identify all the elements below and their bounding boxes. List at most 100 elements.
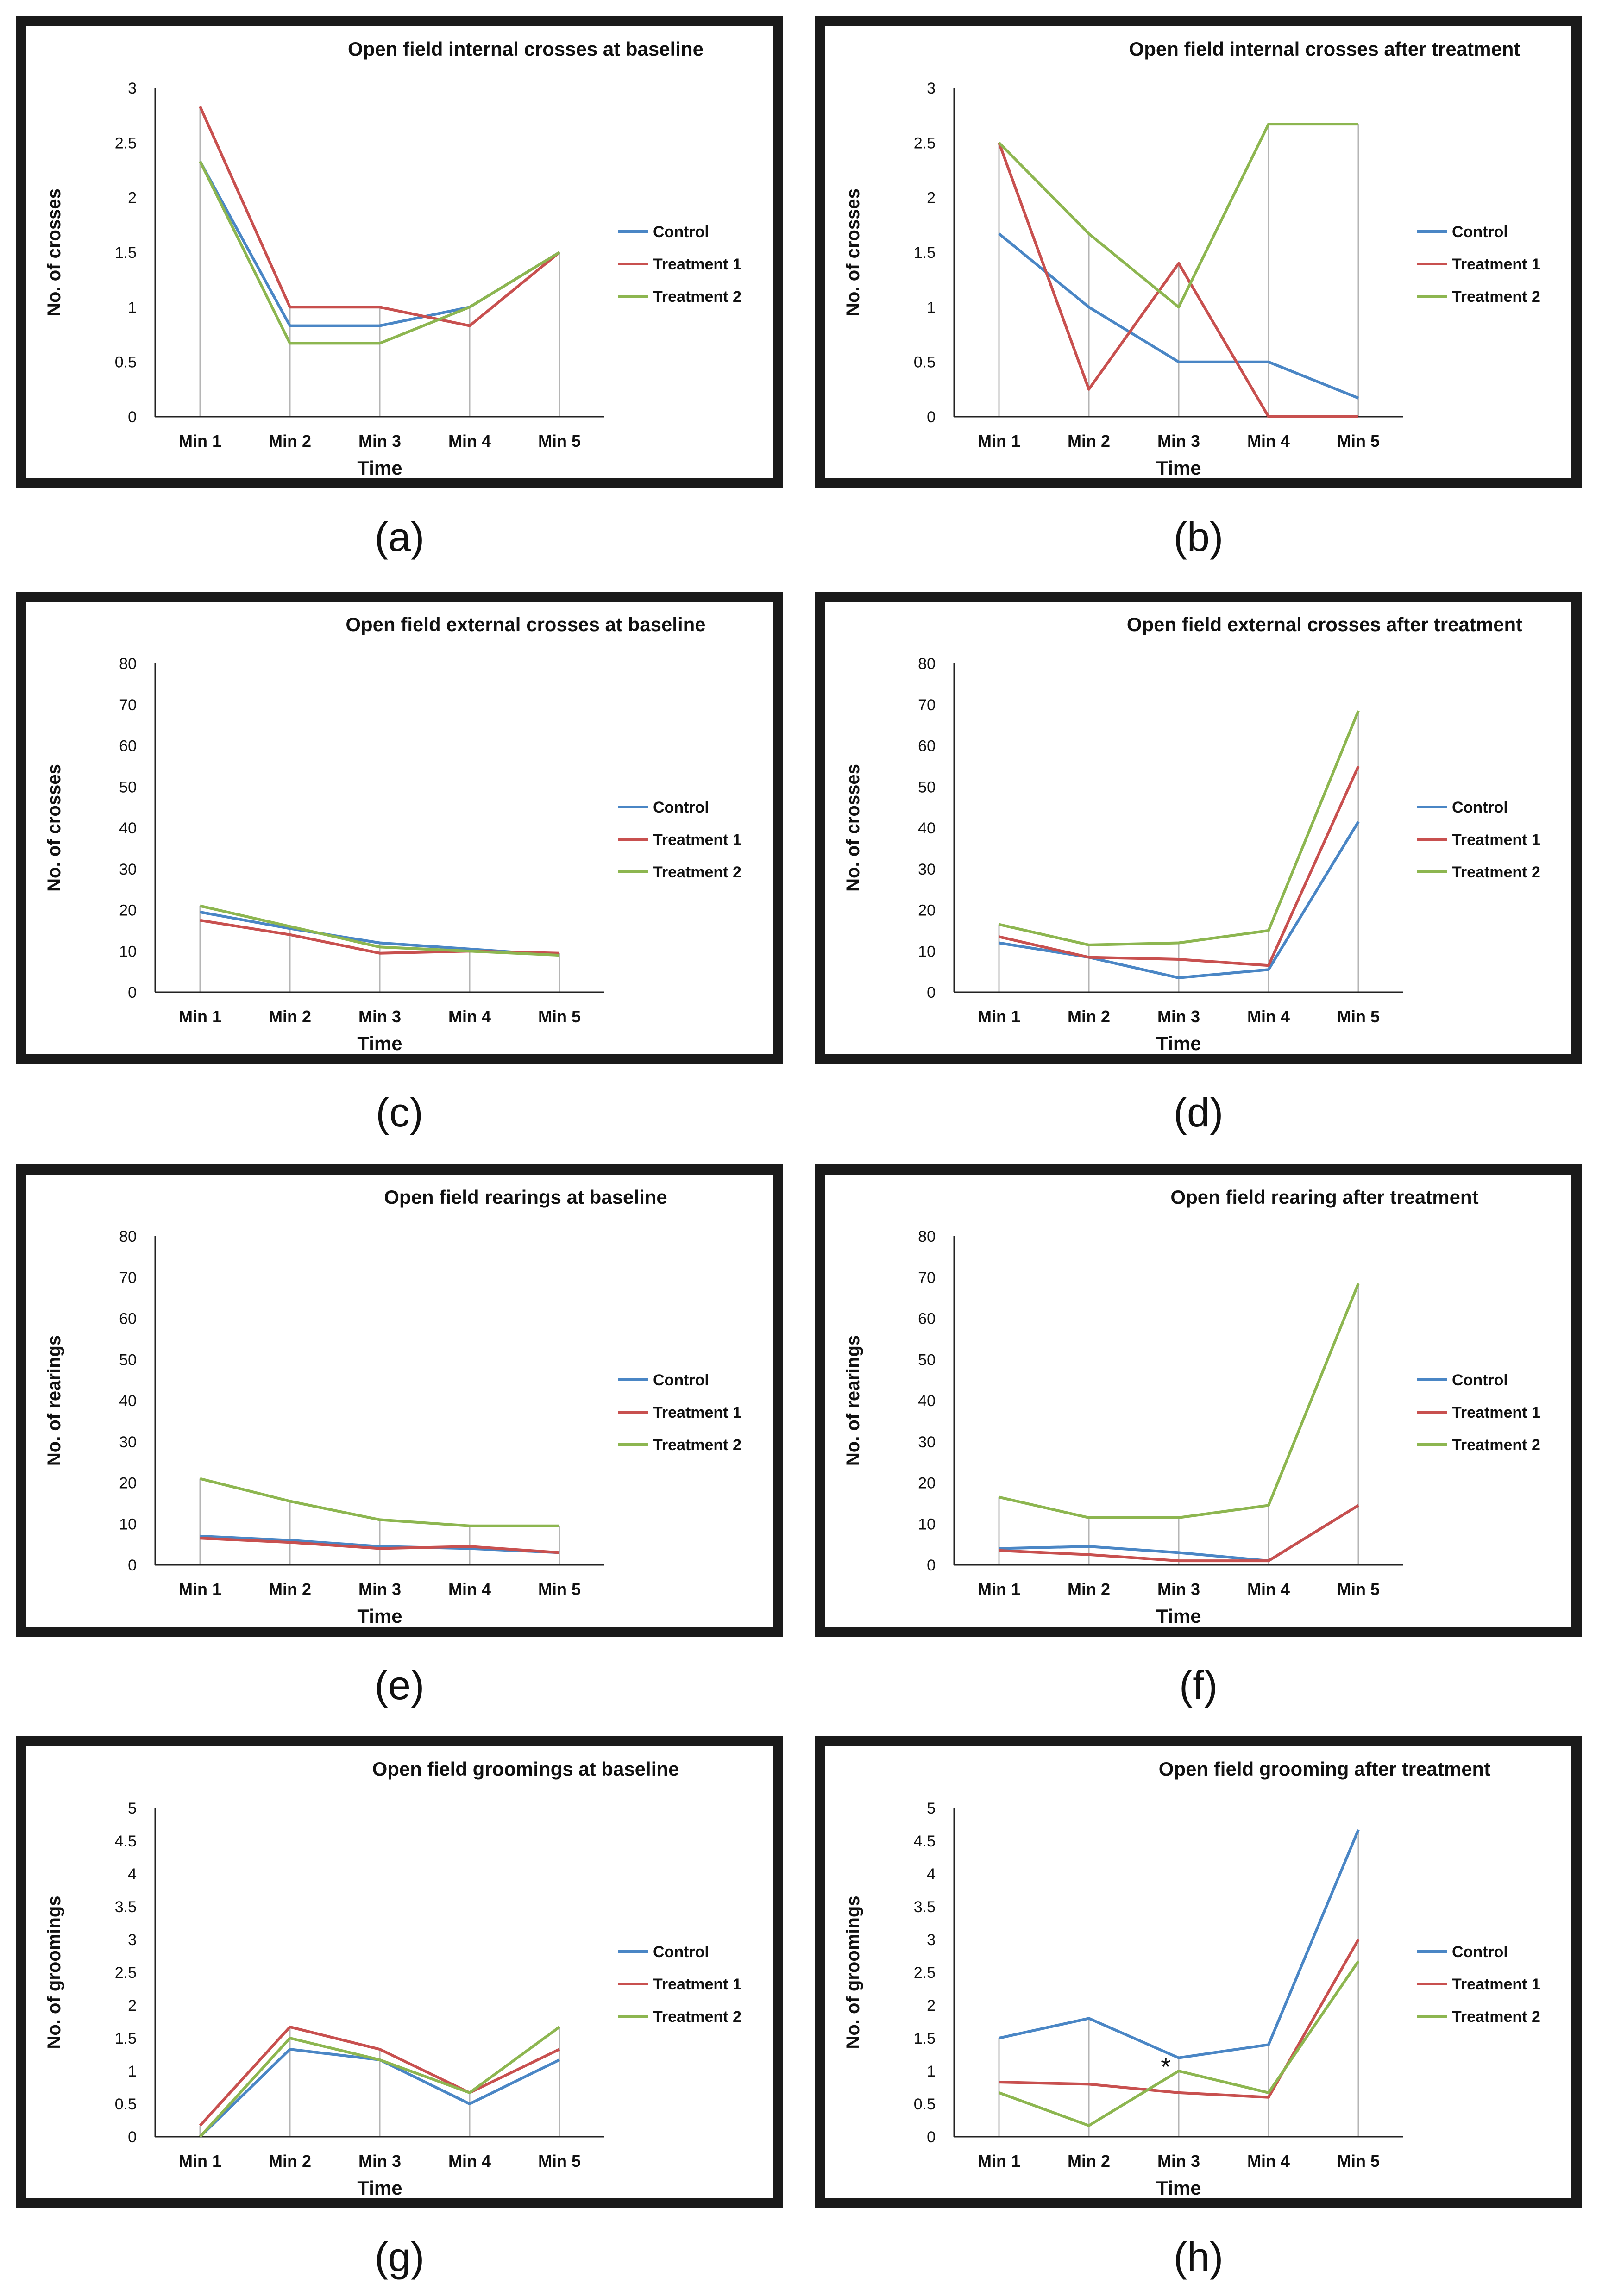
y-tick-label: 10 bbox=[119, 1515, 137, 1533]
series-line-treatment-1 bbox=[200, 1537, 560, 1554]
y-axis-label: No. of crosses bbox=[44, 764, 64, 892]
legend-label-treatment-2: Treatment 2 bbox=[653, 1436, 741, 1454]
y-tick-label: 3 bbox=[927, 80, 936, 97]
y-tick-label: 50 bbox=[119, 778, 137, 796]
y-tick-label: 3 bbox=[128, 80, 137, 97]
panel-frame bbox=[16, 592, 783, 1064]
x-tick-label: Min 2 bbox=[269, 2152, 311, 2171]
legend-label-treatment-1: Treatment 1 bbox=[653, 256, 741, 273]
y-tick-label: 0 bbox=[128, 1557, 137, 1574]
x-tick-label: Min 1 bbox=[179, 1007, 221, 1026]
y-tick-label: 1.5 bbox=[914, 2030, 936, 2047]
y-tick-label: 60 bbox=[918, 738, 936, 755]
panel-frame bbox=[815, 592, 1582, 1064]
chart-title: Open field internal crosses after treatm… bbox=[1129, 38, 1520, 60]
series-line-treatment-2 bbox=[998, 123, 1358, 309]
panel-frame bbox=[16, 1164, 783, 1637]
x-tick-label: Min 3 bbox=[1157, 432, 1200, 450]
panel-caption: (d) bbox=[1174, 1089, 1224, 1135]
y-tick-label: 3.5 bbox=[914, 1898, 936, 1916]
y-tick-label: 4 bbox=[128, 1865, 137, 1883]
y-tick-label: 0.5 bbox=[914, 2096, 936, 2113]
legend-label-treatment-2: Treatment 2 bbox=[1452, 1436, 1540, 1454]
series-line-treatment-1 bbox=[998, 142, 1358, 418]
y-tick-label: 0.5 bbox=[914, 354, 936, 371]
series-line-treatment-2 bbox=[199, 161, 560, 345]
legend-label-treatment-2: Treatment 2 bbox=[653, 2008, 741, 2026]
y-tick-label: 10 bbox=[918, 1515, 936, 1533]
chart-title: Open field external crosses after treatm… bbox=[1127, 613, 1522, 635]
legend-label-control: Control bbox=[1452, 799, 1508, 816]
y-tick-label: 3 bbox=[128, 1931, 137, 1949]
y-tick-label: 2 bbox=[128, 189, 137, 207]
x-tick-label: Min 5 bbox=[538, 1007, 581, 1026]
y-tick-label: 1 bbox=[927, 2063, 936, 2080]
x-tick-label: Min 2 bbox=[1068, 1580, 1110, 1599]
y-tick-label: 70 bbox=[119, 1269, 137, 1287]
y-tick-label: 0 bbox=[128, 984, 137, 1001]
legend-label-control: Control bbox=[1452, 223, 1508, 241]
y-tick-label: 30 bbox=[119, 1433, 137, 1451]
chart-panel-c: Open field external crosses at baseline 0… bbox=[16, 592, 783, 1064]
legend-label-treatment-2: Treatment 2 bbox=[1452, 288, 1540, 306]
x-tick-label: Min 3 bbox=[1157, 2152, 1200, 2171]
x-tick-label: Min 4 bbox=[448, 1580, 491, 1599]
y-axis-label: No. of crosses bbox=[44, 188, 64, 316]
legend-label-treatment-2: Treatment 2 bbox=[1452, 2008, 1540, 2026]
chart-panel-h: Open field grooming after treatment 0 0.5 1… bbox=[815, 1736, 1582, 2208]
y-tick-label: 3 bbox=[927, 1931, 936, 1949]
y-tick-label: 2.5 bbox=[914, 134, 936, 152]
y-tick-label: 30 bbox=[918, 1433, 936, 1451]
x-tick-label: Min 3 bbox=[1157, 1007, 1200, 1026]
y-tick-label: 80 bbox=[119, 1228, 137, 1245]
legend-label-treatment-1: Treatment 1 bbox=[653, 831, 741, 849]
x-tick-label: Min 2 bbox=[269, 432, 311, 450]
x-tick-label: Min 4 bbox=[1247, 2152, 1290, 2171]
legend-label-treatment-2: Treatment 2 bbox=[653, 288, 741, 306]
panel-caption: (c) bbox=[376, 1089, 423, 1135]
y-axis-label: No. of crosses bbox=[843, 764, 863, 892]
y-tick-label: 0 bbox=[128, 408, 137, 426]
y-axis-label: No. of rearings bbox=[44, 1335, 64, 1466]
y-tick-label: 0 bbox=[128, 2128, 137, 2146]
y-tick-label: 4 bbox=[927, 1865, 936, 1883]
y-tick-label: 80 bbox=[119, 655, 137, 673]
legend-label-treatment-2: Treatment 2 bbox=[1452, 863, 1540, 881]
x-tick-label: Min 4 bbox=[448, 432, 491, 450]
y-tick-label: 4.5 bbox=[115, 1833, 137, 1850]
legend-label-treatment-1: Treatment 1 bbox=[653, 1976, 741, 1993]
x-tick-label: Min 3 bbox=[358, 1580, 401, 1599]
x-tick-label: Min 5 bbox=[1337, 2152, 1380, 2171]
x-tick-label: Min 2 bbox=[1068, 2152, 1110, 2171]
x-axis-label: Time bbox=[357, 1605, 402, 1627]
x-tick-label: Min 1 bbox=[978, 1580, 1020, 1599]
y-tick-label: 40 bbox=[119, 820, 137, 837]
x-axis-label: Time bbox=[357, 1032, 402, 1054]
series-line-treatment-1 bbox=[999, 765, 1360, 967]
y-axis-label: No. of groomings bbox=[843, 1896, 863, 2049]
x-tick-label: Min 4 bbox=[1247, 432, 1290, 450]
legend-label-treatment-1: Treatment 1 bbox=[653, 1404, 741, 1421]
chart-panel-b: Open field internal crosses after treatm… bbox=[815, 16, 1582, 488]
series-line-treatment-1 bbox=[199, 106, 560, 327]
y-tick-label: 5 bbox=[927, 1800, 936, 1817]
x-tick-label: Min 3 bbox=[1157, 1580, 1200, 1599]
series-line-treatment-1 bbox=[999, 1504, 1359, 1563]
significance-marker: * bbox=[1161, 2052, 1171, 2081]
y-tick-label: 30 bbox=[119, 861, 137, 878]
legend-label-control: Control bbox=[653, 799, 709, 816]
panel-caption: (a) bbox=[375, 514, 425, 560]
y-tick-label: 1 bbox=[927, 299, 936, 316]
y-tick-label: 10 bbox=[119, 943, 137, 960]
x-tick-label: Min 2 bbox=[269, 1580, 311, 1599]
y-axis-label: No. of groomings bbox=[44, 1896, 64, 2049]
y-tick-label: 60 bbox=[119, 738, 137, 755]
panel-caption: (g) bbox=[375, 2234, 425, 2280]
y-tick-label: 1 bbox=[128, 299, 137, 316]
panel-frame bbox=[16, 1736, 783, 2208]
x-tick-label: Min 2 bbox=[1068, 432, 1110, 450]
legend-label-treatment-1: Treatment 1 bbox=[1452, 1976, 1540, 1993]
x-tick-label: Min 1 bbox=[179, 2152, 221, 2171]
series-line-control bbox=[998, 232, 1359, 400]
